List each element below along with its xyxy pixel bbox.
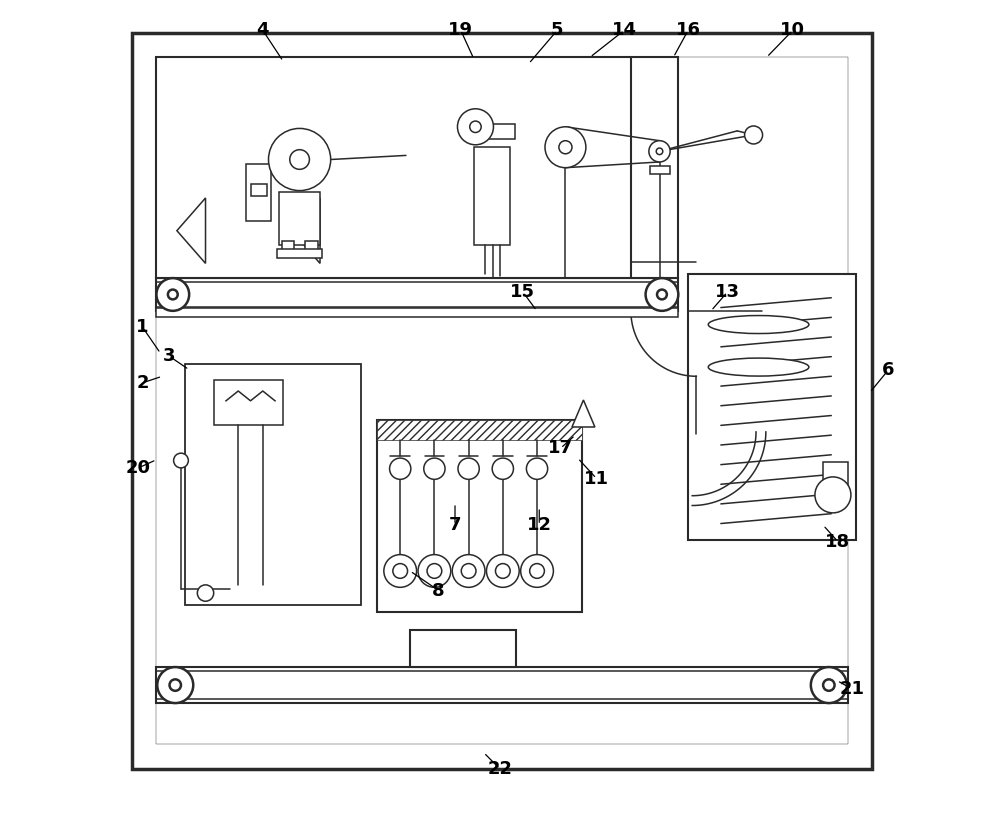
Text: 10: 10 bbox=[780, 21, 805, 39]
Circle shape bbox=[197, 585, 214, 601]
Circle shape bbox=[393, 564, 408, 578]
Bar bbox=[246, 164, 271, 221]
Circle shape bbox=[269, 128, 331, 191]
Circle shape bbox=[646, 278, 678, 311]
Circle shape bbox=[657, 290, 667, 299]
Text: 18: 18 bbox=[825, 533, 850, 551]
Text: 22: 22 bbox=[488, 760, 512, 778]
Circle shape bbox=[461, 564, 476, 578]
Circle shape bbox=[157, 667, 193, 703]
Bar bbox=[377, 420, 582, 612]
Circle shape bbox=[170, 679, 181, 690]
Text: 7: 7 bbox=[449, 516, 461, 534]
Circle shape bbox=[649, 141, 670, 162]
Circle shape bbox=[424, 458, 445, 479]
Bar bbox=[277, 249, 322, 258]
Bar bbox=[688, 274, 856, 540]
Circle shape bbox=[418, 555, 451, 587]
Bar bbox=[156, 57, 848, 744]
Circle shape bbox=[811, 667, 847, 703]
Text: 8: 8 bbox=[432, 582, 445, 600]
Bar bbox=[469, 124, 515, 139]
Circle shape bbox=[656, 148, 663, 155]
Bar bbox=[305, 241, 318, 254]
Bar bbox=[156, 278, 678, 311]
Bar bbox=[132, 57, 156, 744]
Text: 11: 11 bbox=[584, 470, 609, 488]
Bar bbox=[410, 630, 516, 667]
Text: 4: 4 bbox=[257, 21, 269, 39]
Bar bbox=[823, 462, 848, 495]
Text: 6: 6 bbox=[882, 361, 895, 379]
Text: 5: 5 bbox=[551, 21, 564, 39]
Bar bbox=[650, 166, 670, 174]
Text: 2: 2 bbox=[136, 374, 149, 392]
Bar bbox=[156, 667, 848, 703]
Bar bbox=[251, 184, 267, 196]
Text: 14: 14 bbox=[612, 21, 637, 39]
Text: 12: 12 bbox=[527, 516, 552, 534]
Polygon shape bbox=[291, 198, 320, 263]
Circle shape bbox=[470, 121, 481, 133]
Bar bbox=[848, 57, 872, 744]
Bar bbox=[156, 57, 678, 278]
Bar bbox=[214, 380, 283, 425]
Circle shape bbox=[384, 555, 417, 587]
Circle shape bbox=[156, 278, 189, 311]
Circle shape bbox=[290, 150, 309, 169]
Circle shape bbox=[457, 109, 493, 145]
Bar bbox=[156, 308, 678, 317]
Circle shape bbox=[530, 564, 544, 578]
Circle shape bbox=[495, 564, 510, 578]
Bar bbox=[132, 744, 872, 769]
Text: 21: 21 bbox=[839, 680, 864, 698]
Bar bbox=[132, 33, 872, 57]
Bar bbox=[474, 147, 510, 245]
Text: 15: 15 bbox=[510, 283, 535, 301]
Bar bbox=[185, 364, 361, 605]
Circle shape bbox=[452, 555, 485, 587]
Ellipse shape bbox=[708, 316, 809, 334]
Polygon shape bbox=[572, 400, 595, 427]
Bar bbox=[282, 241, 294, 254]
Circle shape bbox=[745, 126, 763, 144]
Circle shape bbox=[521, 555, 553, 587]
Bar bbox=[377, 420, 582, 440]
Polygon shape bbox=[177, 198, 206, 263]
Text: 20: 20 bbox=[126, 459, 151, 477]
Text: 17: 17 bbox=[548, 439, 573, 457]
Text: 16: 16 bbox=[676, 21, 701, 39]
Circle shape bbox=[174, 453, 188, 468]
Circle shape bbox=[458, 458, 479, 479]
Text: 3: 3 bbox=[162, 347, 175, 365]
Ellipse shape bbox=[708, 358, 809, 376]
Circle shape bbox=[823, 679, 835, 690]
Circle shape bbox=[486, 555, 519, 587]
Circle shape bbox=[559, 141, 572, 154]
Circle shape bbox=[390, 458, 411, 479]
Circle shape bbox=[545, 127, 586, 168]
Circle shape bbox=[492, 458, 513, 479]
Circle shape bbox=[168, 290, 178, 299]
Bar bbox=[279, 192, 320, 245]
Text: 19: 19 bbox=[448, 21, 473, 39]
Circle shape bbox=[526, 458, 548, 479]
Circle shape bbox=[815, 477, 851, 513]
Text: 1: 1 bbox=[136, 318, 149, 336]
Text: 13: 13 bbox=[715, 283, 740, 301]
Circle shape bbox=[427, 564, 442, 578]
